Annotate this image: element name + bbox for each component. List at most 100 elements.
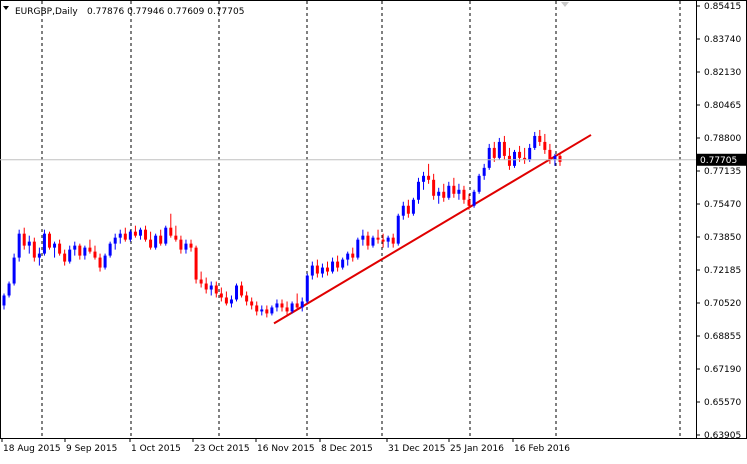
candle-body	[149, 239, 153, 248]
candle	[73, 241, 77, 256]
candle	[422, 171, 426, 190]
candle	[482, 163, 486, 180]
candle	[341, 257, 345, 270]
candle-body	[42, 233, 46, 254]
candle	[427, 163, 431, 184]
candle-body	[22, 233, 26, 246]
candle-body	[295, 303, 299, 308]
x-tick-label: 8 Dec 2015	[321, 444, 373, 454]
candle-body	[245, 295, 249, 302]
candle-body	[260, 309, 264, 312]
candle-body	[2, 295, 6, 306]
candle-body	[507, 155, 511, 166]
candle	[462, 185, 466, 204]
y-tick-label: 0.65570	[704, 398, 741, 408]
candle-body	[204, 283, 208, 290]
triangle-down-icon[interactable]	[3, 6, 9, 10]
candle	[507, 147, 511, 170]
y-tick-label: 0.67190	[704, 365, 741, 375]
candle-body	[144, 229, 148, 240]
candle-body	[194, 247, 198, 280]
chart-symbol-label: EURGBP,Daily	[15, 7, 78, 17]
y-tick-label: 0.80465	[704, 101, 741, 111]
candle	[93, 245, 97, 260]
candle-body	[406, 205, 410, 214]
y-tick-label: 0.85415	[704, 2, 741, 12]
candle	[174, 225, 178, 242]
x-tick-label: 18 Aug 2015	[3, 444, 61, 454]
candle-body	[432, 179, 436, 196]
candle	[356, 237, 360, 260]
candle-body	[533, 135, 537, 148]
candle-body	[32, 241, 36, 258]
candle-body	[240, 285, 244, 296]
candle	[376, 229, 380, 244]
plot-frame	[0, 0, 697, 439]
candle	[452, 177, 456, 198]
candle-body	[138, 229, 142, 236]
candle	[209, 281, 213, 296]
candle-body	[98, 257, 102, 268]
candle-body	[351, 253, 355, 258]
candle	[432, 173, 436, 200]
candle	[361, 229, 365, 246]
y-tick-label: 0.72185	[704, 266, 741, 276]
trendline-layer[interactable]	[273, 134, 592, 325]
y-tick-label: 0.68855	[704, 332, 741, 342]
candle-body	[159, 235, 163, 244]
candle	[320, 263, 324, 278]
candle	[58, 239, 62, 256]
candle-body	[235, 285, 239, 300]
candle-body	[280, 303, 284, 308]
candle	[133, 225, 137, 238]
price-axis[interactable]: 0.85415 0.83740 0.82130 0.80465 0.78800 0.771…	[696, 2, 741, 441]
trendline[interactable]	[273, 134, 592, 325]
candle-body	[265, 309, 269, 314]
candle	[68, 245, 72, 264]
candle-body	[320, 267, 324, 274]
candle-body	[285, 307, 289, 312]
candle	[371, 235, 375, 248]
candle-body	[411, 199, 415, 214]
candle-body	[366, 235, 370, 246]
candle-body	[209, 285, 213, 290]
candle-body	[214, 285, 218, 294]
candle	[17, 229, 21, 262]
candle-body	[381, 239, 385, 242]
candle	[437, 187, 441, 204]
candle	[447, 181, 451, 200]
candle-body	[73, 245, 77, 250]
y-tick-label: 0.77135	[704, 167, 741, 177]
candle	[513, 149, 517, 168]
candle-body	[12, 257, 16, 284]
candle-body	[386, 237, 390, 242]
candle-body	[118, 233, 122, 238]
time-axis[interactable]: 18 Aug 2015 9 Sep 2015 1 Oct 2015 23 Oct 20…	[1, 438, 570, 454]
candle-body	[467, 199, 471, 206]
y-tick-label: 0.73850	[704, 233, 741, 243]
candle	[411, 197, 415, 216]
candle-body	[133, 231, 137, 236]
y-tick-label: 0.75470	[704, 200, 741, 210]
candle	[2, 293, 6, 310]
candle-body	[356, 239, 360, 258]
scroll-marker-icon[interactable]	[561, 2, 569, 7]
candle-body	[174, 235, 178, 240]
candle	[497, 137, 501, 160]
candle	[37, 247, 41, 266]
candle-body	[270, 307, 274, 314]
candle	[144, 225, 148, 242]
candle	[250, 297, 254, 310]
candle-body	[27, 241, 31, 246]
candle-body	[325, 267, 329, 272]
candle	[538, 129, 542, 146]
candle	[255, 301, 259, 316]
candle	[295, 293, 299, 310]
candle	[88, 239, 92, 254]
candle	[118, 229, 122, 244]
candle	[391, 233, 395, 248]
candle	[386, 235, 390, 248]
candle	[325, 261, 329, 276]
